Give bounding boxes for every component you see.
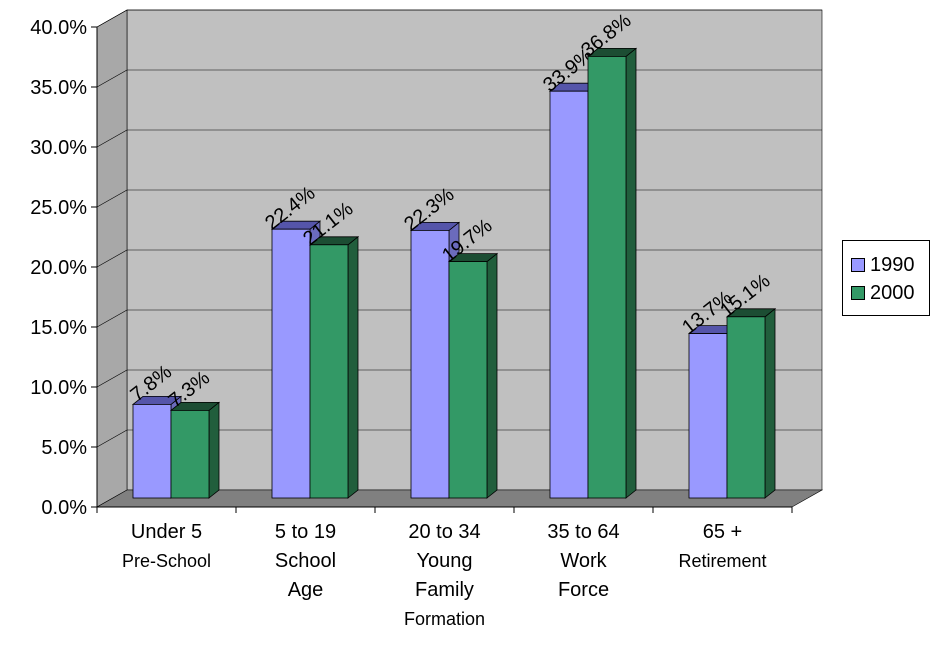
bar-1990 bbox=[132, 403, 172, 499]
bar-2000 bbox=[587, 56, 627, 499]
bar-1990 bbox=[271, 228, 311, 499]
bar-side-2000 bbox=[347, 235, 359, 499]
x-category-label: Family bbox=[415, 579, 474, 601]
bar-1990 bbox=[688, 333, 728, 499]
y-tick-label: 10.0% bbox=[30, 377, 87, 399]
bar-side-2000 bbox=[625, 47, 637, 499]
gridline-side bbox=[96, 369, 128, 388]
legend-swatch-1990 bbox=[851, 258, 865, 272]
y-tick-label: 30.0% bbox=[30, 137, 87, 159]
bar-side-2000 bbox=[764, 307, 776, 499]
x-category-label: Age bbox=[288, 579, 324, 601]
bar-2000 bbox=[309, 244, 349, 499]
bar-2000 bbox=[726, 316, 766, 499]
bar-1990 bbox=[549, 90, 589, 499]
x-category-label: Work bbox=[560, 550, 607, 572]
legend-label-1990: 1990 bbox=[870, 254, 915, 276]
x-category-label: 20 to 34 bbox=[408, 521, 480, 543]
y-tick-label: 20.0% bbox=[30, 257, 87, 279]
legend-label-2000: 2000 bbox=[870, 282, 915, 304]
y-tick-label: 40.0% bbox=[30, 17, 87, 39]
legend-item-2000: 2000 bbox=[851, 281, 915, 305]
y-tick-label: 25.0% bbox=[30, 197, 87, 219]
legend-item-1990: 1990 bbox=[851, 253, 915, 277]
gridline-side bbox=[96, 69, 128, 88]
gridline-side bbox=[96, 429, 128, 448]
gridline-side bbox=[96, 9, 128, 28]
bar-2000 bbox=[448, 261, 488, 499]
x-category-label: Formation bbox=[404, 609, 485, 629]
gridline-side bbox=[96, 129, 128, 148]
x-category-label: 5 to 19 bbox=[275, 521, 336, 543]
y-tick-label: 5.0% bbox=[41, 437, 87, 459]
x-category-label: 65 + bbox=[703, 521, 742, 543]
x-category-label: Under 5 bbox=[131, 521, 202, 543]
bar-side-2000 bbox=[208, 401, 220, 499]
y-tick-label: 35.0% bbox=[30, 77, 87, 99]
bar-1990 bbox=[410, 229, 450, 499]
x-category-label: Pre-School bbox=[122, 551, 211, 571]
legend: 1990 2000 bbox=[842, 240, 930, 316]
x-category-label: School bbox=[275, 550, 336, 572]
x-category-label: Retirement bbox=[678, 551, 766, 571]
bar-2000 bbox=[170, 409, 210, 499]
bar-side-2000 bbox=[486, 252, 498, 499]
legend-swatch-2000 bbox=[851, 286, 865, 300]
x-category-label: Young bbox=[417, 550, 473, 572]
gridline-side bbox=[96, 249, 128, 268]
y-tick-label: 0.0% bbox=[41, 497, 87, 519]
x-category-label: Force bbox=[558, 579, 609, 601]
gridline-side bbox=[96, 309, 128, 328]
y-tick-label: 15.0% bbox=[30, 317, 87, 339]
gridline-side bbox=[96, 189, 128, 208]
x-category-label: 35 to 64 bbox=[547, 521, 619, 543]
